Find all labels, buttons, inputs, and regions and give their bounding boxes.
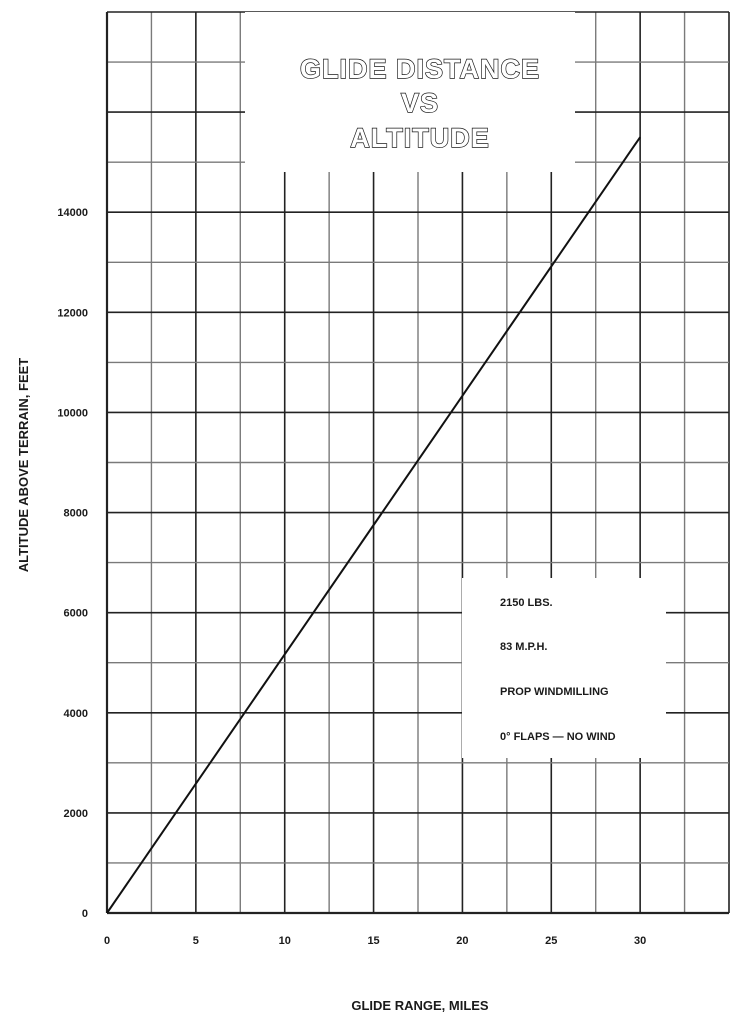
annotation-background (462, 578, 666, 758)
y-tick-label: 0 (82, 908, 88, 920)
x-tick-labels: 0 5 10 15 20 25 30 (104, 935, 646, 947)
x-axis-title: GLIDE RANGE, MILES (351, 998, 489, 1013)
y-tick-label: 2000 (64, 808, 88, 820)
annotation-prop: PROP WINDMILLING (500, 686, 609, 698)
x-tick-label: 10 (279, 935, 291, 947)
annotation-speed: 83 M.P.H. (500, 641, 548, 653)
x-tick-label: 0 (104, 935, 110, 947)
y-tick-labels: 0 2000 4000 6000 8000 10000 12000 14000 (57, 207, 88, 920)
x-tick-label: 15 (367, 935, 379, 947)
chart-title-line-3: ALTITUDE (350, 123, 489, 153)
grid-lines (105, 11, 730, 915)
y-tick-label: 10000 (57, 407, 88, 419)
x-tick-label: 20 (456, 935, 468, 947)
series-layer (106, 136, 641, 914)
y-tick-label: 12000 (57, 307, 88, 319)
y-tick-label: 4000 (64, 708, 88, 720)
y-axis-title: ALTITUDE ABOVE TERRAIN, FEET (16, 358, 31, 573)
chart-title-line-2: VS (401, 88, 439, 118)
x-tick-label: 5 (193, 935, 199, 947)
title-background (245, 12, 575, 172)
x-tick-label: 30 (634, 935, 646, 947)
annotation-flaps: 0° FLAPS — NO WIND (500, 731, 616, 743)
x-tick-label: 25 (545, 935, 557, 947)
y-tick-label: 8000 (64, 508, 88, 520)
y-tick-label: 14000 (57, 207, 88, 219)
glide-line (106, 136, 641, 914)
chart-title-line-1: GLIDE DISTANCE (300, 54, 540, 84)
y-tick-label: 6000 (64, 608, 88, 620)
annotation-weight: 2150 LBS. (500, 597, 553, 609)
